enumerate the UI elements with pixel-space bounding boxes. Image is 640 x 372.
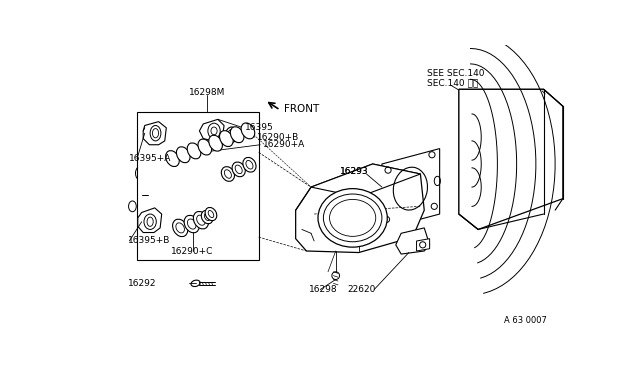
- Text: 16293: 16293: [340, 167, 368, 176]
- Ellipse shape: [202, 211, 213, 224]
- Polygon shape: [137, 112, 259, 260]
- Text: 16290+B: 16290+B: [257, 132, 300, 141]
- Ellipse shape: [241, 123, 255, 139]
- Text: 16298M: 16298M: [189, 88, 225, 97]
- Text: A 63 0007: A 63 0007: [504, 316, 547, 325]
- Polygon shape: [311, 164, 420, 197]
- Polygon shape: [417, 239, 429, 251]
- Text: 16290+A: 16290+A: [262, 140, 305, 149]
- Polygon shape: [382, 148, 440, 230]
- Text: 16293: 16293: [340, 167, 368, 176]
- Ellipse shape: [232, 162, 245, 177]
- Polygon shape: [296, 164, 424, 253]
- Ellipse shape: [177, 147, 190, 163]
- Text: 16395+B: 16395+B: [128, 237, 170, 246]
- Polygon shape: [459, 89, 563, 106]
- Ellipse shape: [193, 211, 209, 229]
- Ellipse shape: [166, 151, 179, 167]
- Ellipse shape: [318, 189, 387, 247]
- Ellipse shape: [220, 131, 233, 147]
- Polygon shape: [138, 208, 162, 232]
- Text: FRONT: FRONT: [284, 103, 319, 113]
- Ellipse shape: [230, 127, 244, 143]
- Text: SEC.140 参照: SEC.140 参照: [427, 78, 478, 88]
- Ellipse shape: [221, 167, 234, 181]
- Polygon shape: [143, 122, 166, 145]
- Text: 22620: 22620: [348, 285, 376, 294]
- Ellipse shape: [243, 157, 256, 172]
- Ellipse shape: [205, 208, 217, 221]
- Text: SEE SEC.140: SEE SEC.140: [427, 70, 484, 78]
- Polygon shape: [396, 228, 429, 254]
- Ellipse shape: [173, 219, 188, 237]
- Polygon shape: [459, 89, 563, 230]
- Ellipse shape: [188, 143, 201, 159]
- Text: 16395+A: 16395+A: [129, 154, 172, 163]
- Ellipse shape: [184, 215, 199, 233]
- Text: 16290+C: 16290+C: [171, 247, 213, 256]
- Text: 16395: 16395: [245, 123, 273, 132]
- Polygon shape: [200, 119, 224, 142]
- Ellipse shape: [225, 127, 238, 142]
- Polygon shape: [459, 89, 478, 230]
- Ellipse shape: [198, 139, 212, 155]
- Text: 16298: 16298: [308, 285, 337, 294]
- Ellipse shape: [209, 135, 222, 151]
- Text: 16292: 16292: [128, 279, 156, 288]
